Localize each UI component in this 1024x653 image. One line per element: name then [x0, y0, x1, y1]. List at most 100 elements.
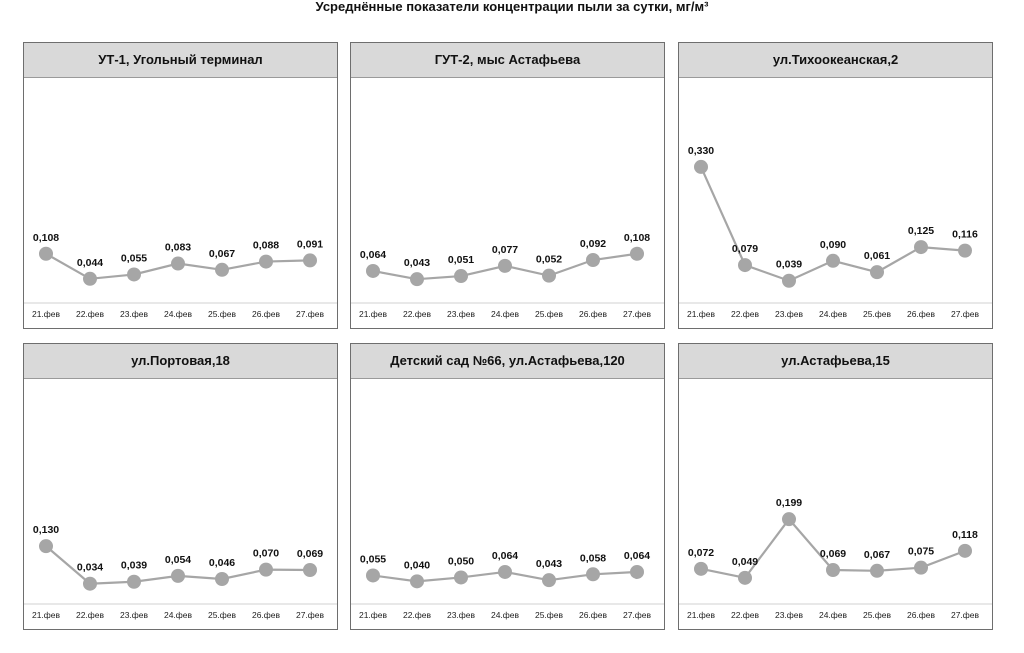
- line-chart: 0,055 0,040 0,050 0,064 0,043 0,058 0,064 21.фе…: [351, 550, 664, 620]
- data-label: 0,043: [404, 257, 430, 269]
- data-point: [586, 567, 600, 582]
- figure-title: Усреднённые показатели концентрации пыли…: [315, 0, 709, 14]
- data-label: 0,075: [908, 546, 934, 558]
- data-point: [498, 564, 512, 579]
- data-label: 0,055: [121, 252, 147, 264]
- x-tick-label: 23.фев: [120, 610, 149, 620]
- data-point: [259, 254, 273, 269]
- x-tick-label: 25.фев: [535, 309, 564, 319]
- x-tick-label: 27.фев: [623, 610, 652, 620]
- x-tick-label: 24.фев: [491, 309, 520, 319]
- data-point: [542, 268, 556, 283]
- data-label: 0,088: [253, 240, 279, 252]
- data-point: [738, 570, 752, 585]
- data-point: [39, 539, 53, 554]
- data-label: 0,064: [624, 550, 650, 562]
- data-label: 0,067: [209, 248, 235, 260]
- chart-title: Детский сад №66, ул.Астафьева,120: [351, 344, 664, 379]
- x-tick-label: 24.фев: [164, 610, 193, 620]
- x-tick-label: 24.фев: [491, 610, 520, 620]
- data-label: 0,040: [404, 559, 430, 571]
- chart-title: ул.Портовая,18: [24, 344, 337, 379]
- data-point: [694, 159, 708, 174]
- data-point: [958, 543, 972, 558]
- data-point: [215, 572, 229, 587]
- data-label: 0,072: [688, 547, 714, 559]
- data-label: 0,108: [33, 232, 59, 244]
- x-tick-label: 24.фев: [164, 309, 193, 319]
- data-label: 0,130: [33, 524, 59, 536]
- data-point: [870, 265, 884, 280]
- data-point: [454, 269, 468, 284]
- data-label: 0,069: [820, 548, 846, 560]
- data-point: [215, 262, 229, 277]
- data-label: 0,054: [165, 554, 191, 566]
- data-point: [826, 253, 840, 268]
- data-label: 0,116: [952, 229, 978, 241]
- data-point: [782, 273, 796, 288]
- x-tick-label: 24.фев: [819, 610, 848, 620]
- data-label: 0,077: [492, 244, 518, 256]
- x-tick-label: 23.фев: [775, 309, 804, 319]
- data-point: [410, 574, 424, 589]
- chart-panel-tikhookeanskaya: ул.Тихоокеанская,2 0,330 0,079 0,039 0,090 0…: [678, 42, 993, 329]
- data-point: [366, 263, 380, 278]
- data-point: [586, 253, 600, 268]
- x-tick-label: 27.фев: [623, 309, 652, 319]
- data-point: [454, 570, 468, 585]
- x-tick-label: 22.фев: [731, 610, 760, 620]
- x-tick-label: 27.фев: [296, 309, 325, 319]
- data-point: [782, 512, 796, 527]
- data-point: [366, 568, 380, 583]
- data-label: 0,044: [77, 257, 103, 269]
- line-chart: 0,072 0,049 0,199 0,069 0,067 0,075 0,118 21.фе…: [679, 497, 992, 620]
- data-label: 0,064: [360, 249, 386, 261]
- line-chart: 0,330 0,079 0,039 0,090 0,061 0,125 0,116 21.фе…: [679, 145, 992, 319]
- data-label: 0,039: [121, 560, 147, 572]
- data-label: 0,061: [864, 250, 890, 262]
- data-point: [958, 243, 972, 258]
- data-point: [171, 568, 185, 583]
- x-tick-label: 26.фев: [252, 610, 281, 620]
- x-tick-label: 25.фев: [535, 610, 564, 620]
- data-label: 0,049: [732, 556, 758, 568]
- data-label: 0,090: [820, 239, 846, 251]
- x-tick-label: 21.фев: [32, 610, 61, 620]
- line-chart: 0,130 0,034 0,039 0,054 0,046 0,070 0,069 21.фе…: [24, 524, 337, 620]
- chart-panel-portovaya: ул.Портовая,18 0,130 0,034 0,039 0,054 0,046…: [23, 343, 338, 630]
- x-tick-label: 22.фев: [403, 610, 432, 620]
- data-label: 0,055: [360, 553, 386, 565]
- data-label: 0,092: [580, 238, 606, 250]
- chart-title: ГУТ-2, мыс Астафьева: [351, 43, 664, 78]
- data-label: 0,069: [297, 548, 323, 560]
- x-tick-label: 25.фев: [863, 610, 892, 620]
- x-tick-label: 22.фев: [76, 610, 105, 620]
- chart-title: УТ-1, Угольный терминал: [24, 43, 337, 78]
- data-point: [127, 267, 141, 282]
- data-label: 0,058: [580, 552, 606, 564]
- data-label: 0,046: [209, 557, 235, 569]
- data-point: [259, 562, 273, 577]
- data-point: [498, 258, 512, 273]
- data-label: 0,039: [776, 259, 802, 271]
- data-label: 0,051: [448, 254, 474, 266]
- data-label: 0,108: [624, 232, 650, 244]
- data-label: 0,050: [448, 555, 474, 567]
- chart-panel-astafyeva15: ул.Астафьева,15 0,072 0,049 0,199 0,069 0,06…: [678, 343, 993, 630]
- data-label: 0,330: [688, 145, 714, 157]
- line-chart: 0,108 0,044 0,055 0,083 0,067 0,088 0,091 21.фе…: [24, 232, 337, 319]
- x-tick-label: 27.фев: [296, 610, 325, 620]
- data-label: 0,125: [908, 225, 934, 237]
- x-tick-label: 26.фев: [907, 610, 936, 620]
- x-tick-label: 27.фев: [951, 309, 980, 319]
- data-point: [303, 563, 317, 578]
- x-tick-label: 23.фев: [447, 610, 476, 620]
- data-point: [738, 258, 752, 273]
- data-label: 0,118: [952, 529, 978, 541]
- x-tick-label: 23.фев: [120, 309, 149, 319]
- data-point: [83, 271, 97, 286]
- x-tick-label: 26.фев: [579, 610, 608, 620]
- data-label: 0,079: [732, 243, 758, 255]
- chart-title: ул.Тихоокеанская,2: [679, 43, 992, 78]
- data-point: [410, 272, 424, 287]
